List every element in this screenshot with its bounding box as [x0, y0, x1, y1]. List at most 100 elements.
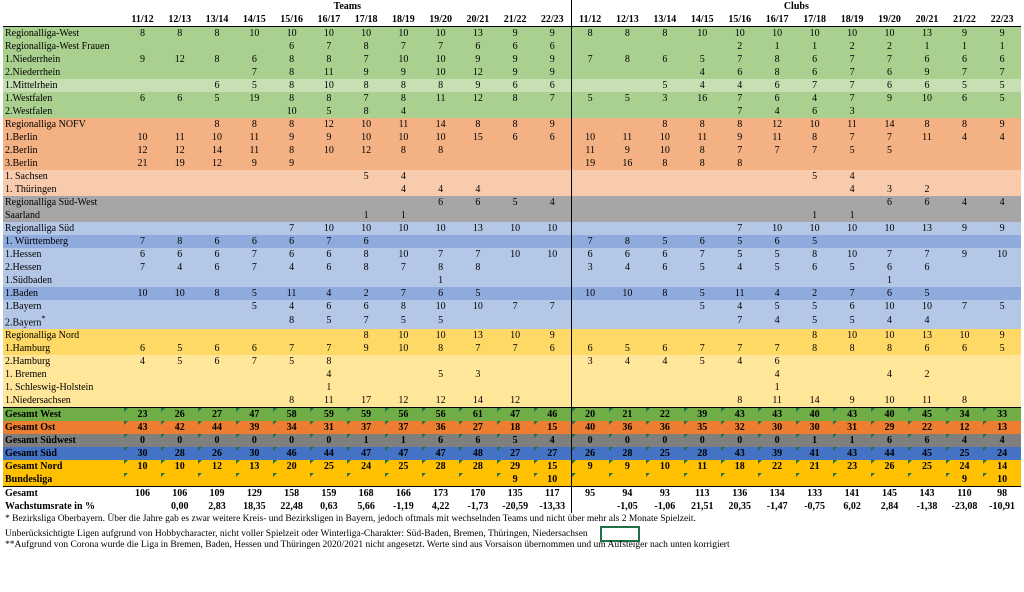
teams-cell[interactable]: 135 [496, 486, 534, 501]
teams-cell[interactable]: 9 [140, 53, 146, 65]
clubs-cell[interactable]: 5 [699, 355, 705, 367]
teams-cell[interactable]: 6 [475, 40, 481, 52]
clubs-cell[interactable]: 10 [870, 26, 909, 40]
teams-cell[interactable]: 12 [174, 53, 185, 65]
teams-cell[interactable] [497, 157, 534, 170]
teams-cell[interactable]: 5 [363, 170, 369, 182]
clubs-cell[interactable]: 7 [887, 131, 893, 143]
teams-cell[interactable] [161, 183, 198, 196]
clubs-cell[interactable]: 7 [961, 66, 967, 78]
teams-cell[interactable]: 27 [198, 407, 236, 422]
clubs-cell[interactable]: 8 [570, 26, 609, 40]
teams-cell[interactable]: 47 [235, 407, 273, 422]
clubs-cell[interactable]: 2 [924, 368, 930, 380]
teams-cell[interactable]: 37 [347, 421, 384, 434]
clubs-cell[interactable]: 5 [774, 248, 780, 260]
row-label[interactable]: 1.Südbaden [5, 274, 52, 286]
season-header[interactable]: 22/23 [540, 13, 564, 25]
clubs-cell[interactable]: 34 [945, 407, 984, 422]
teams-cell[interactable]: 10 [361, 131, 372, 143]
teams-cell[interactable] [124, 105, 161, 118]
clubs-cell[interactable]: 10 [959, 329, 970, 341]
clubs-cell[interactable]: 136 [721, 486, 759, 501]
season-header[interactable]: 11/12 [570, 13, 609, 27]
teams-cell[interactable]: 159 [310, 486, 348, 501]
clubs-cell[interactable]: 133 [795, 486, 834, 501]
teams-cell[interactable]: 47 [347, 447, 384, 460]
clubs-cell[interactable]: 0 [646, 434, 683, 447]
clubs-cell[interactable]: 14 [983, 460, 1021, 473]
clubs-cell[interactable] [683, 473, 721, 487]
clubs-cell[interactable]: 18 [721, 460, 758, 473]
clubs-cell[interactable]: -23,08 [951, 500, 978, 512]
teams-cell[interactable]: 12 [435, 394, 446, 406]
teams-cell[interactable]: 9 [496, 473, 534, 487]
teams-cell[interactable]: 6 [363, 300, 369, 312]
clubs-cell[interactable] [570, 473, 609, 487]
clubs-cell[interactable]: 6 [887, 196, 893, 208]
clubs-cell[interactable]: 6 [887, 66, 893, 78]
clubs-cell[interactable] [983, 144, 1021, 157]
clubs-cell[interactable] [570, 500, 609, 514]
clubs-cell[interactable]: 8 [608, 26, 647, 40]
teams-cell[interactable] [459, 235, 496, 248]
clubs-cell[interactable]: 6 [887, 261, 893, 273]
teams-cell[interactable]: 34 [272, 421, 310, 434]
teams-cell[interactable]: 10 [472, 300, 483, 312]
clubs-cell[interactable] [908, 170, 945, 183]
clubs-cell[interactable]: 43 [721, 447, 758, 460]
clubs-cell[interactable]: 9 [849, 394, 855, 406]
teams-cell[interactable]: 7 [438, 40, 444, 52]
row-label[interactable]: 1. Württemberg [5, 235, 68, 247]
clubs-cell[interactable]: 141 [833, 486, 871, 501]
teams-cell[interactable] [534, 261, 571, 274]
clubs-cell[interactable]: 8 [812, 131, 818, 143]
clubs-cell[interactable]: 5 [624, 342, 630, 354]
clubs-cell[interactable]: 4 [999, 196, 1005, 208]
clubs-cell[interactable]: 8 [624, 53, 630, 65]
teams-cell[interactable] [124, 222, 161, 235]
clubs-cell[interactable]: 5 [737, 235, 743, 247]
teams-cell[interactable] [124, 170, 161, 183]
clubs-cell[interactable]: 5 [849, 315, 855, 327]
teams-cell[interactable] [124, 394, 161, 408]
clubs-cell[interactable]: 10 [884, 329, 895, 341]
teams-cell[interactable]: 7 [549, 92, 555, 104]
clubs-cell[interactable]: 9 [983, 26, 1021, 40]
clubs-cell[interactable]: 16 [622, 157, 633, 169]
clubs-cell[interactable]: 4 [774, 368, 780, 380]
clubs-cell[interactable]: 4 [849, 170, 855, 182]
clubs-cell[interactable]: 45 [908, 447, 945, 460]
clubs-cell[interactable]: 7 [737, 144, 743, 156]
teams-cell[interactable]: 5 [496, 434, 534, 447]
teams-cell[interactable]: 28 [459, 460, 496, 473]
teams-cell[interactable]: 10 [174, 287, 185, 299]
row-label[interactable]: 1. Sachsen [5, 170, 48, 182]
clubs-cell[interactable]: 113 [683, 486, 721, 501]
row-label[interactable]: 1.Bayern [5, 300, 42, 312]
clubs-cell[interactable]: 14 [809, 394, 820, 406]
row-label[interactable]: Gesamt Nord [5, 460, 63, 472]
teams-cell[interactable]: 7 [251, 261, 257, 273]
teams-cell[interactable] [198, 274, 235, 287]
clubs-cell[interactable]: 7 [774, 144, 780, 156]
clubs-cell[interactable]: 8 [737, 157, 743, 169]
clubs-cell[interactable]: -1,38 [916, 500, 938, 512]
clubs-cell[interactable]: 25 [945, 447, 983, 460]
season-header[interactable]: 14/15 [242, 13, 266, 25]
teams-cell[interactable]: 12 [398, 394, 409, 406]
clubs-cell[interactable]: 0 [683, 434, 721, 447]
clubs-cell[interactable] [758, 274, 795, 287]
teams-cell[interactable]: 6 [475, 196, 481, 208]
clubs-cell[interactable] [908, 473, 945, 487]
clubs-cell[interactable] [758, 157, 795, 170]
teams-cell[interactable] [459, 209, 496, 222]
teams-cell[interactable] [534, 313, 571, 329]
teams-cell[interactable]: 7 [400, 261, 406, 273]
clubs-cell[interactable]: 5 [570, 92, 609, 105]
teams-cell[interactable]: 7 [512, 300, 518, 312]
teams-cell[interactable]: 6 [177, 248, 183, 260]
teams-cell[interactable]: 10 [398, 222, 409, 234]
clubs-cell[interactable] [646, 183, 683, 196]
season-header[interactable]: 18/19 [391, 13, 415, 25]
